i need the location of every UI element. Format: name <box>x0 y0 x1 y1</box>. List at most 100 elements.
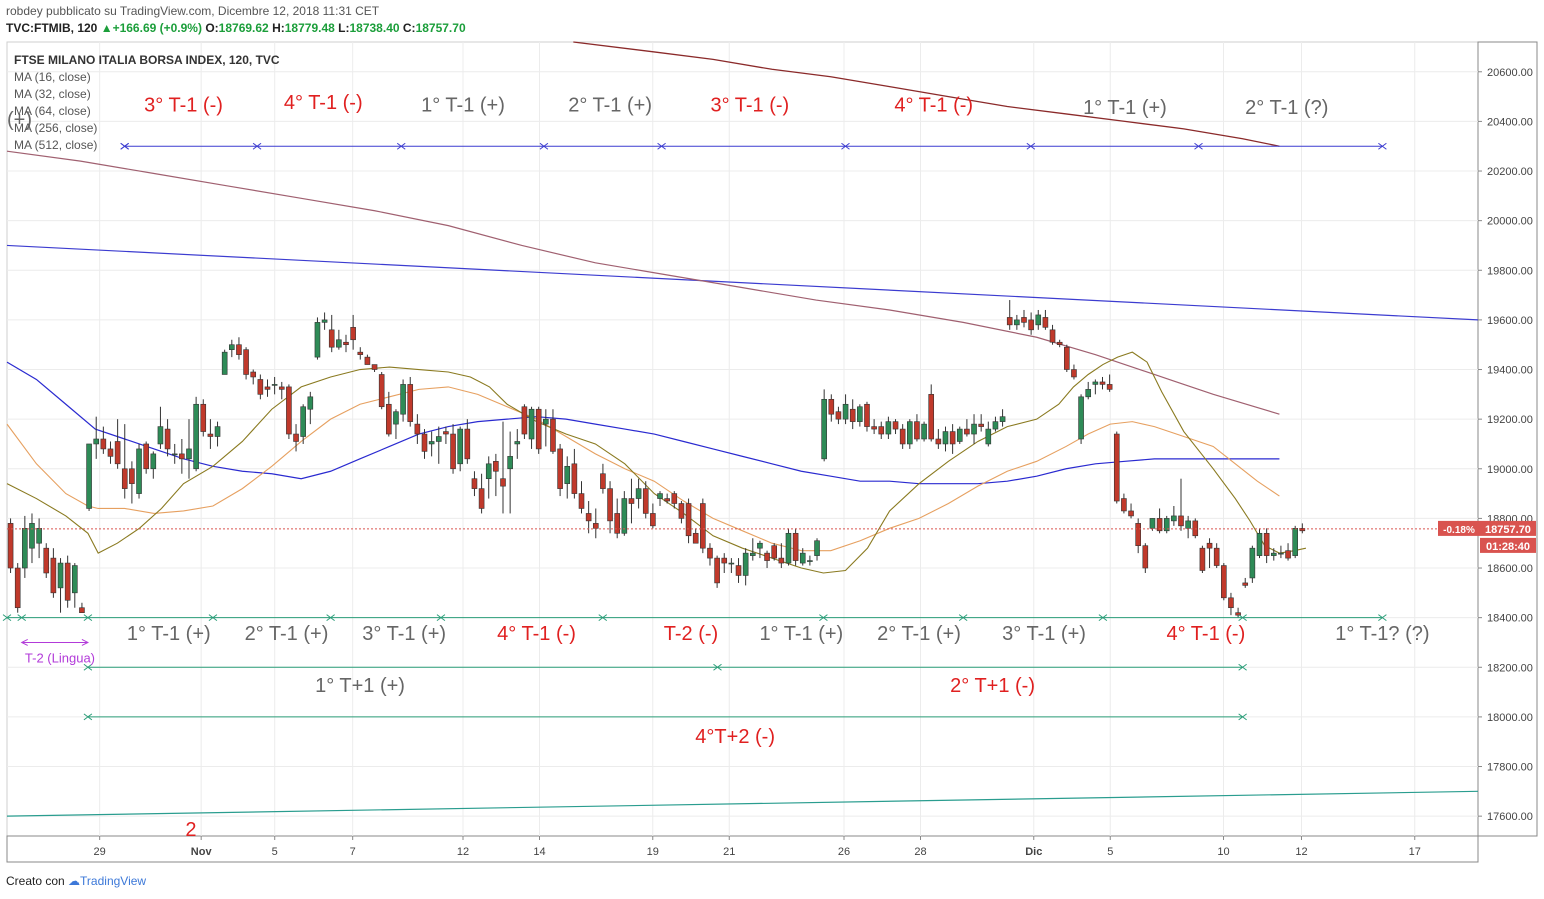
candle-body <box>992 421 999 430</box>
cycle-annotation: 2° T-1 (+) <box>877 623 961 645</box>
candle-body <box>100 438 107 450</box>
candle-body <box>978 423 984 427</box>
x-tick-label: 5 <box>1107 846 1113 858</box>
y-tick-label: 18600.00 <box>1487 563 1533 575</box>
cycle-bottom-tick <box>17 614 27 622</box>
cycle-annotation: 4° T-1 (-) <box>497 623 576 645</box>
cycle-bottom-tick <box>819 614 828 622</box>
candle-body <box>628 498 635 504</box>
candle-body <box>1270 552 1277 556</box>
candle-body <box>7 523 14 569</box>
candle-body <box>164 428 171 450</box>
candle-body <box>864 403 870 427</box>
last-price-text: 18757.70 <box>1485 524 1531 536</box>
candle-body <box>828 398 835 415</box>
candle-body <box>757 542 763 549</box>
trendline-blue <box>6 244 1479 321</box>
candle-body <box>892 421 899 430</box>
candle-body <box>778 557 785 564</box>
cycle-top-tick <box>120 142 129 150</box>
candle-body <box>1285 550 1291 559</box>
candle-body <box>521 406 528 435</box>
candle-body <box>914 421 920 440</box>
candle-body <box>1228 597 1234 609</box>
candle-body <box>1221 565 1227 599</box>
candle-body <box>849 408 856 422</box>
x-tick-label: 12 <box>457 846 469 858</box>
cycle-annotation: 4°T+2 (-) <box>695 726 775 748</box>
publish-info: robdey pubblicato su TradingView.com, Di… <box>6 4 379 18</box>
cycle-tplus1-tick <box>1238 663 1247 671</box>
candle-body <box>43 547 50 574</box>
cycle-annotation: 4° T-1 (-) <box>1166 623 1245 645</box>
candle-body <box>921 423 927 440</box>
candle-body <box>1156 518 1163 532</box>
candle-body <box>457 428 463 465</box>
indicator-legend-item: MA (32, close) <box>14 87 91 101</box>
candle-body <box>1149 518 1156 529</box>
candle-body <box>1113 433 1120 502</box>
open-label: O: <box>205 21 219 35</box>
cycle-tplus1-tick <box>713 663 722 671</box>
cycle-top-tick <box>396 142 406 150</box>
x-tick-label: 7 <box>350 846 356 858</box>
candle-body <box>407 384 414 422</box>
cycle-bottom-tick <box>436 614 446 622</box>
candle-body <box>221 351 228 375</box>
created-with-label: Creato con <box>6 874 65 888</box>
candle-body <box>471 478 478 489</box>
candle-body <box>257 379 264 395</box>
candle-body <box>414 423 421 435</box>
y-tick-label: 19600.00 <box>1487 315 1533 327</box>
indicator-legend-item: MA (16, close) <box>14 70 91 84</box>
candle-body <box>814 540 820 556</box>
candle-body <box>735 565 742 576</box>
author-name[interactable]: robdey <box>6 4 43 18</box>
candle-body <box>143 443 149 470</box>
chart-title: FTSE MILANO ITALIA BORSA INDEX, 120, TVC <box>14 53 280 67</box>
candle-body <box>1299 528 1306 532</box>
candle-body <box>193 403 199 470</box>
candle-body <box>1121 498 1127 512</box>
candle-body <box>949 431 956 445</box>
candle-body <box>885 421 892 435</box>
candle-body <box>129 468 135 484</box>
candle-body <box>1049 329 1056 343</box>
cycle-annotation: 3° T-1 (+) <box>362 623 446 645</box>
cycle-top-tick <box>1194 142 1203 150</box>
candle-body <box>528 408 535 440</box>
candle-body <box>150 453 157 470</box>
candle-body <box>364 356 371 365</box>
candle-body <box>1135 523 1141 546</box>
y-tick-label: 20200.00 <box>1487 166 1533 178</box>
cycle-tplus1-tick <box>83 663 93 671</box>
candle-body <box>450 433 456 470</box>
cycle-annotation: 1° T-1 (+) <box>1083 97 1167 119</box>
price-axis <box>1477 41 1538 837</box>
candle-body <box>171 453 178 456</box>
cycle-annotation: 3° T-1 (+) <box>1002 623 1086 645</box>
change-pct-text: -0.18% <box>1443 525 1475 536</box>
cycle-annotation: 1° T-1 (+) <box>421 94 505 116</box>
cycle-bottom-tick <box>2 614 12 622</box>
candle-body <box>1192 520 1199 537</box>
y-tick-label: 19200.00 <box>1487 414 1533 426</box>
candle-body <box>557 448 563 489</box>
candle-body <box>821 398 827 460</box>
candle-body <box>742 552 749 576</box>
tradingview-brand[interactable]: TradingView <box>80 874 147 888</box>
candle-body <box>956 428 963 442</box>
symbol-label: TVC:FTMIB, 120 <box>6 21 98 35</box>
candle-body <box>728 562 735 565</box>
candle-body <box>700 503 706 549</box>
candle-body <box>236 344 242 355</box>
tradingview-logo-icon[interactable]: ☁ <box>68 874 81 888</box>
candle-body <box>971 423 977 435</box>
candle-body <box>685 503 692 537</box>
candle-body <box>186 448 192 460</box>
partial-annotation: (+) <box>7 109 32 131</box>
time-axis <box>6 835 1479 863</box>
candle-body <box>50 557 57 594</box>
y-tick-label: 18000.00 <box>1487 712 1533 724</box>
